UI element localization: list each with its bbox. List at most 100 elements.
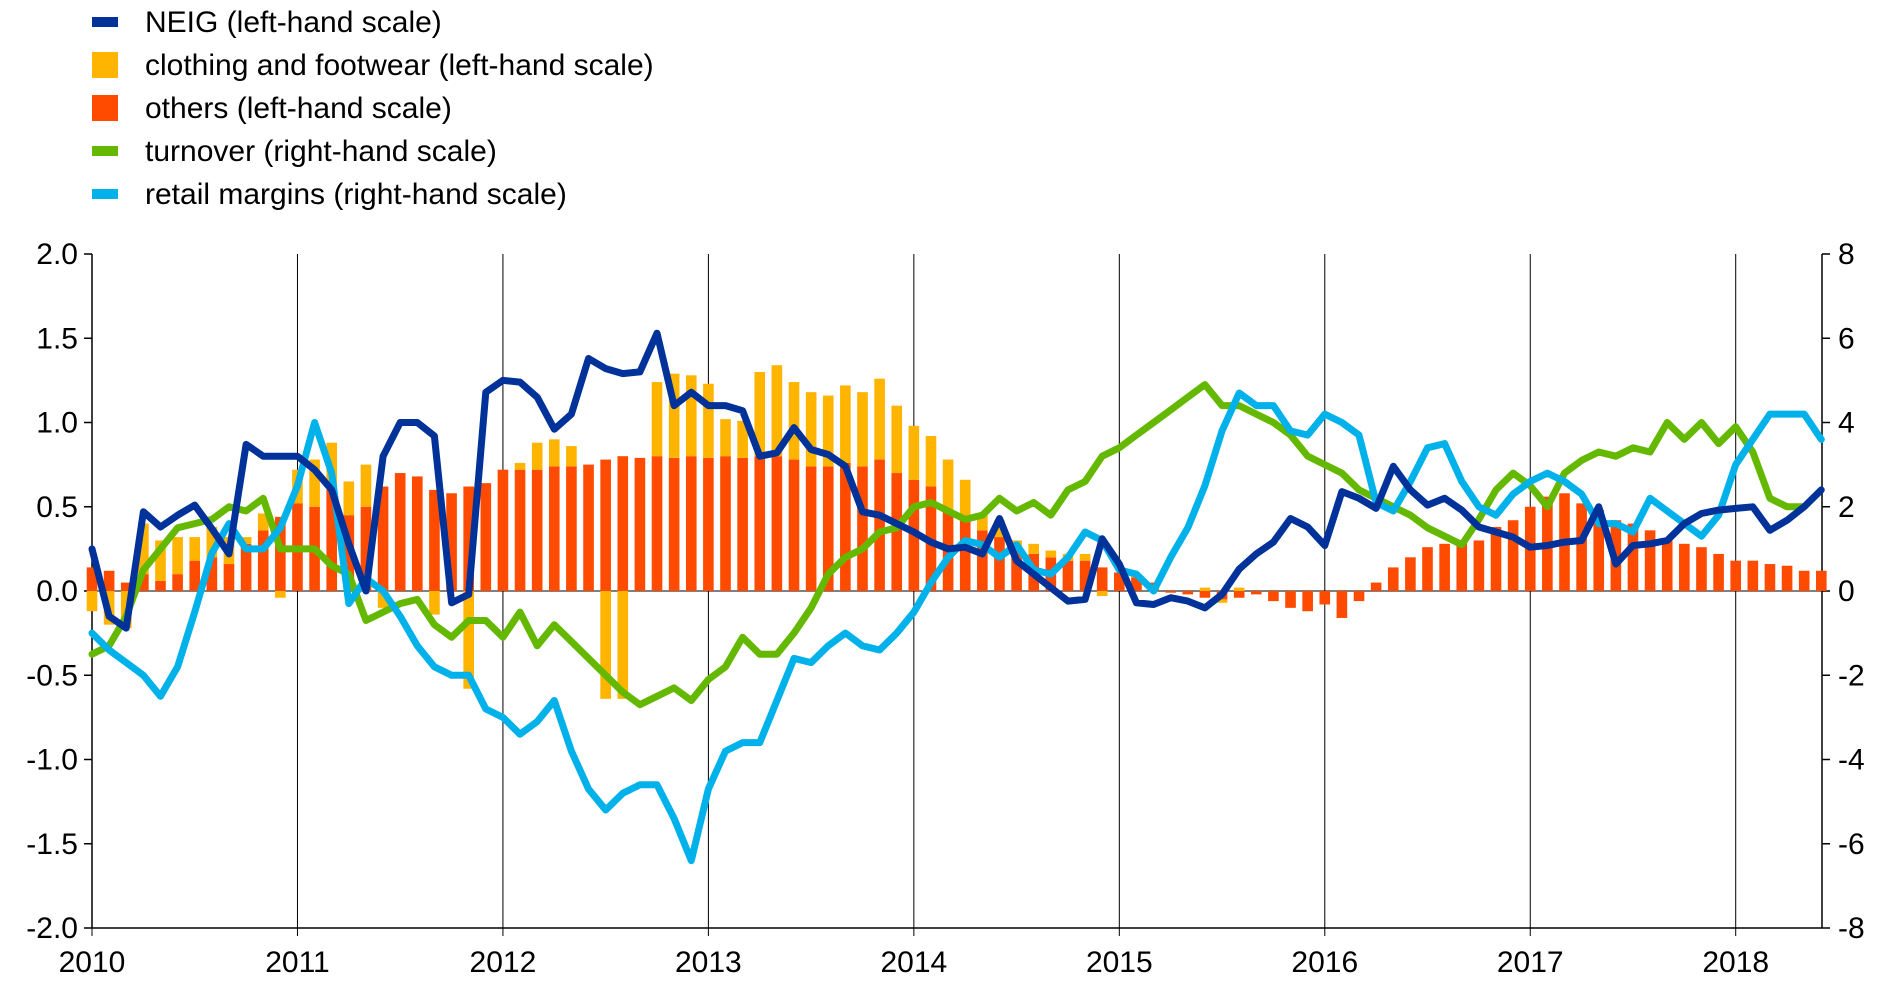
x-tick-label: 2016	[1291, 946, 1358, 979]
y-left-tick-label: 0.0	[36, 575, 78, 608]
bar-clothing	[720, 419, 731, 457]
bar-others	[1644, 530, 1656, 591]
bar-others	[497, 469, 509, 591]
bar-clothing	[240, 537, 252, 544]
bar-clothing	[977, 513, 988, 531]
bar-clothing	[309, 459, 320, 507]
bar-others	[1387, 567, 1399, 591]
bar-others	[1285, 591, 1296, 608]
y-right-tick-label: 8	[1838, 238, 1855, 271]
bar-clothing	[737, 420, 748, 458]
legend: NEIG (left-hand scale) clothing and footw…	[92, 6, 654, 211]
legend-label-others: others (left-hand scale)	[145, 92, 452, 125]
y-left-tick-label: -0.5	[26, 659, 78, 692]
bar-others	[412, 476, 423, 591]
y-right-tick-label: 4	[1838, 407, 1855, 440]
bar-others	[651, 456, 663, 591]
bar-others	[1336, 591, 1348, 618]
bar-others	[257, 530, 269, 591]
bar-others	[1781, 565, 1793, 591]
bar-others	[275, 516, 286, 591]
y-left-tick-label: 1.5	[36, 322, 78, 355]
y-right-tick-label: 6	[1838, 322, 1855, 355]
bar-others	[1011, 550, 1022, 591]
y-right-tick-label: -2	[1838, 659, 1865, 692]
bar-clothing	[463, 591, 474, 689]
bar-others	[514, 469, 526, 591]
bar-others	[805, 466, 817, 591]
bar-clothing	[360, 464, 372, 507]
bar-others	[1233, 591, 1245, 598]
bar-clothing	[1199, 587, 1211, 591]
bar-clothing	[822, 395, 834, 467]
y-right-tick-label: -8	[1838, 912, 1865, 945]
x-tick-label: 2018	[1702, 946, 1769, 979]
bar-others	[172, 574, 183, 591]
bar-others	[1182, 591, 1194, 595]
bar-others	[429, 489, 440, 591]
bar-others	[1062, 560, 1074, 591]
bar-others	[685, 456, 697, 591]
bar-others	[840, 462, 851, 591]
bar-clothing	[257, 513, 269, 531]
bar-clothing	[600, 591, 611, 699]
bar-others	[1302, 591, 1313, 612]
bar-others	[531, 469, 543, 591]
bar-others	[138, 574, 149, 591]
bar-others	[377, 486, 389, 591]
bar-others	[1456, 540, 1468, 591]
x-tick-label: 2011	[265, 946, 330, 979]
bar-clothing	[566, 446, 577, 467]
bar-others	[1747, 560, 1759, 591]
bar-others	[394, 473, 406, 591]
bar-others	[86, 567, 98, 591]
line-neig	[88, 329, 1825, 632]
bar-others	[1576, 503, 1587, 591]
bar-clothing	[155, 540, 166, 581]
bar-others	[463, 486, 474, 591]
legend-label-neig: NEIG (left-hand scale)	[145, 6, 442, 39]
bar-others	[720, 456, 731, 591]
bar-others	[480, 483, 492, 591]
bar-others	[1661, 540, 1673, 591]
y-right-tick-label: -4	[1838, 744, 1865, 777]
bar-clothing	[685, 375, 697, 457]
bar-clothing	[994, 520, 1005, 538]
line-turnover	[88, 381, 1808, 709]
bar-clothing	[857, 392, 868, 467]
y-left-tick-label: -1.0	[26, 744, 78, 777]
bar-others	[155, 580, 166, 591]
bar-others	[1405, 557, 1416, 591]
bar-others	[566, 466, 577, 591]
bar-clothing	[206, 526, 218, 558]
bar-others	[360, 506, 372, 591]
line-margins	[88, 389, 1825, 865]
bar-clothing	[840, 385, 851, 463]
bar-others	[1165, 591, 1176, 593]
bar-others	[994, 537, 1005, 591]
x-tick-label: 2010	[59, 946, 126, 979]
bar-clothing	[1079, 553, 1091, 561]
bar-others	[189, 560, 201, 591]
bar-others	[617, 456, 629, 591]
bar-others	[1319, 591, 1331, 605]
bar-clothing	[275, 591, 286, 598]
legend-label-clothing: clothing and footwear (left-hand scale)	[145, 49, 654, 82]
bar-others	[668, 457, 680, 591]
x-tick-label: 2017	[1497, 946, 1564, 979]
bar-others	[446, 493, 457, 591]
bar-others	[1131, 577, 1142, 591]
y-left-tick-label: -2.0	[26, 912, 78, 945]
legend-swatch-neig	[92, 17, 118, 27]
bar-clothing	[908, 425, 920, 480]
bar-clothing	[86, 591, 98, 612]
bar-others	[1473, 540, 1485, 591]
bar-clothing	[891, 405, 903, 474]
bar-clothing	[617, 591, 629, 699]
bar-clothing	[668, 373, 680, 458]
bar-clothing	[172, 537, 183, 575]
bar-clothing	[514, 462, 526, 470]
bar-clothing	[343, 481, 355, 516]
lines-group	[88, 329, 1825, 865]
bar-others	[703, 457, 714, 591]
